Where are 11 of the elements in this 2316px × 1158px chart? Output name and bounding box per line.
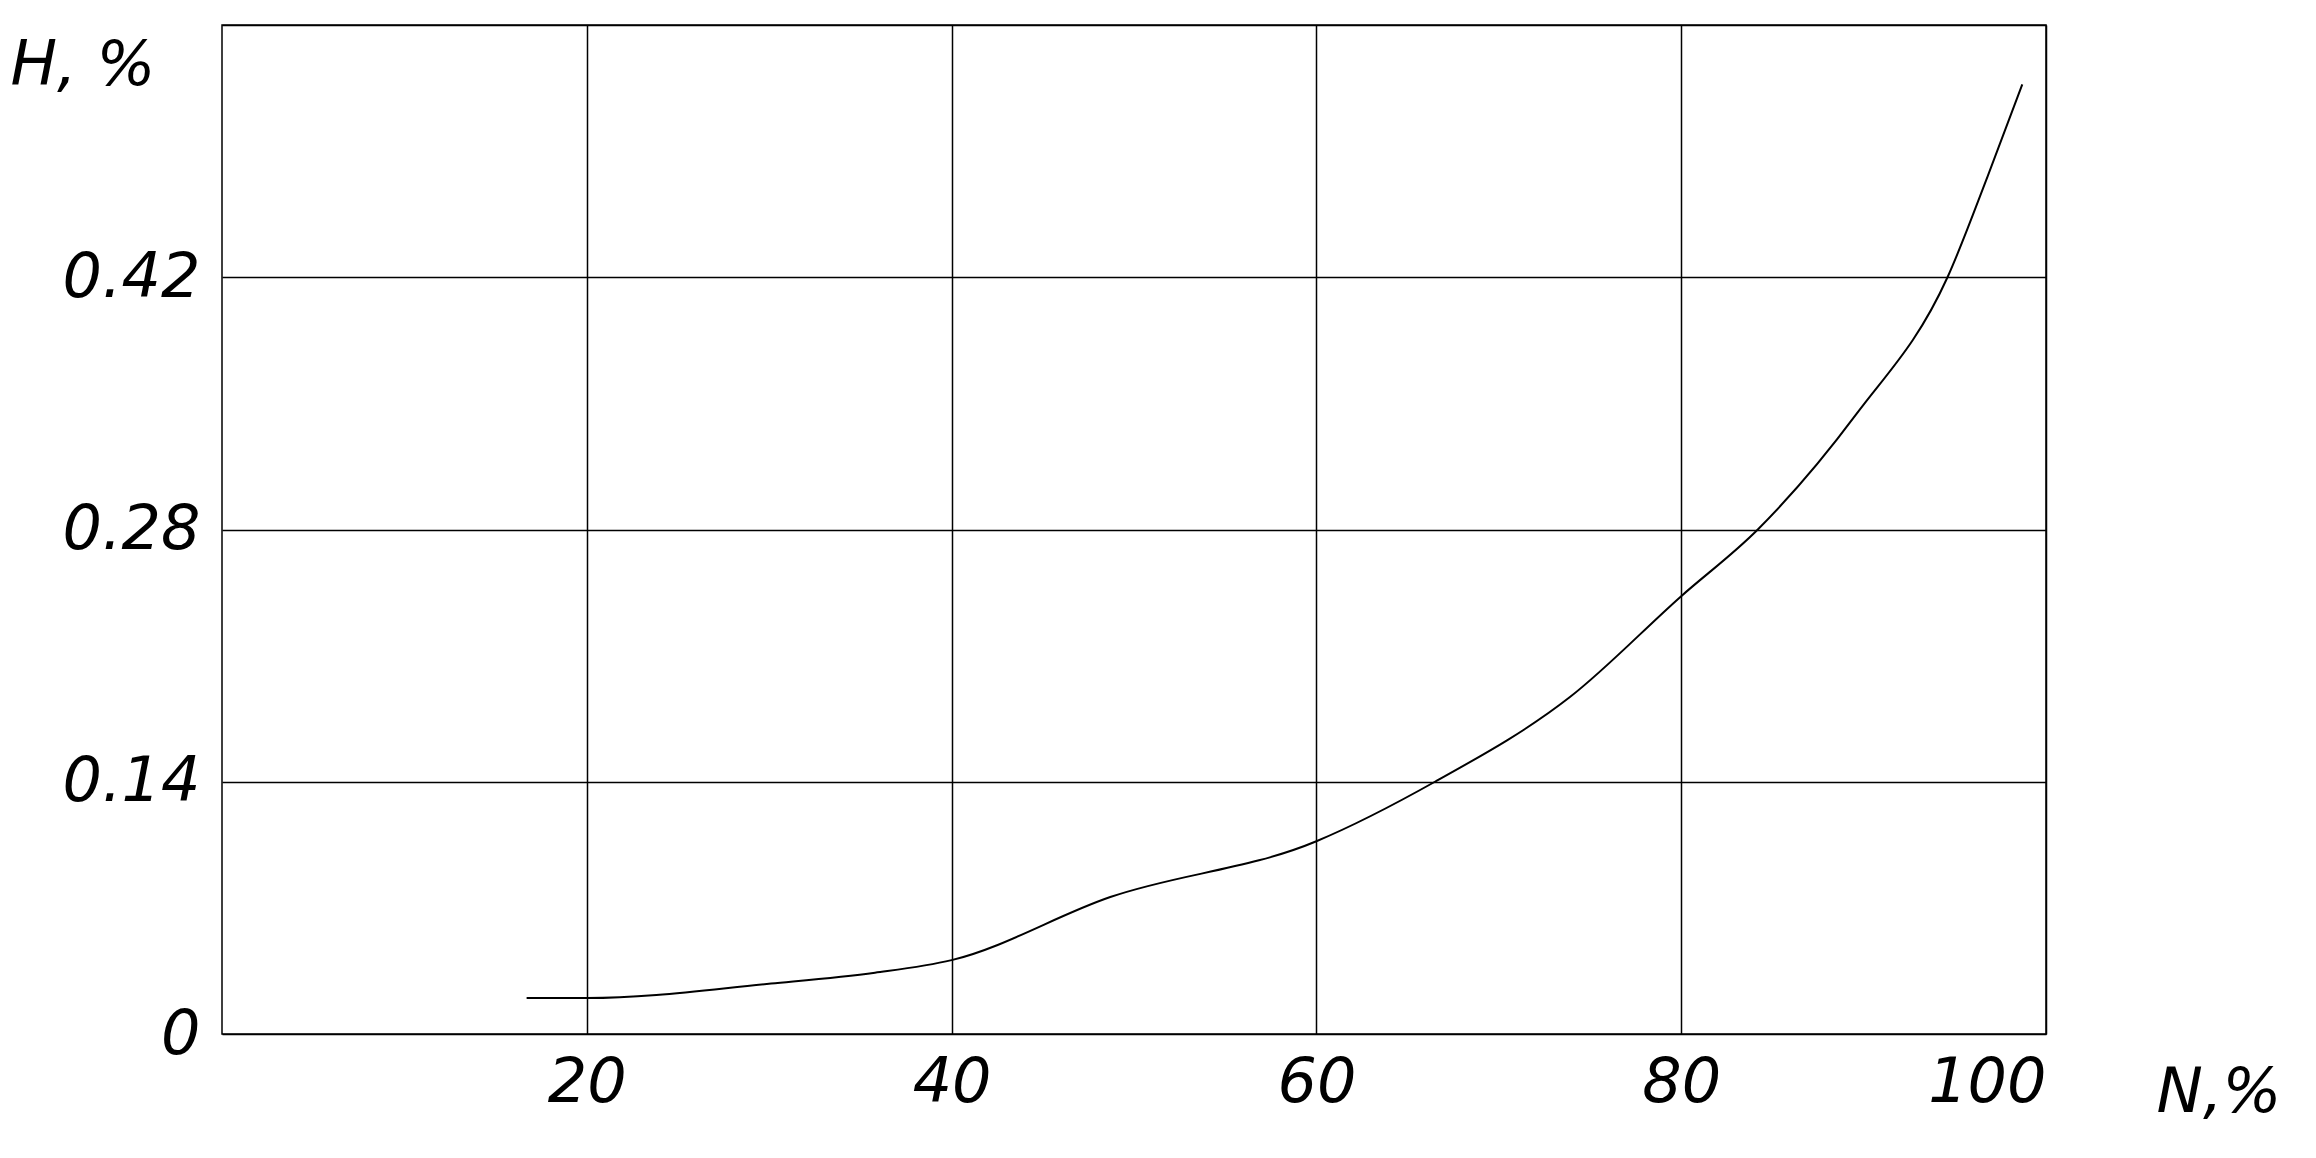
y-tick-label: 0.42 xyxy=(62,238,201,312)
x-tick-label: 20 xyxy=(547,1043,627,1117)
y-tick-label: 0.14 xyxy=(62,743,201,817)
x-axis-title: N,% xyxy=(2156,1053,2282,1127)
y-tick-label: 0 xyxy=(161,995,201,1069)
y-axis-title: H, % xyxy=(10,26,156,100)
x-tick-label: 60 xyxy=(1277,1043,1357,1117)
y-tick-label: 0.28 xyxy=(62,491,201,564)
x-tick-label: 100 xyxy=(1928,1043,2047,1117)
x-tick-label: 80 xyxy=(1642,1043,1722,1117)
x-tick-label: 40 xyxy=(912,1043,992,1117)
